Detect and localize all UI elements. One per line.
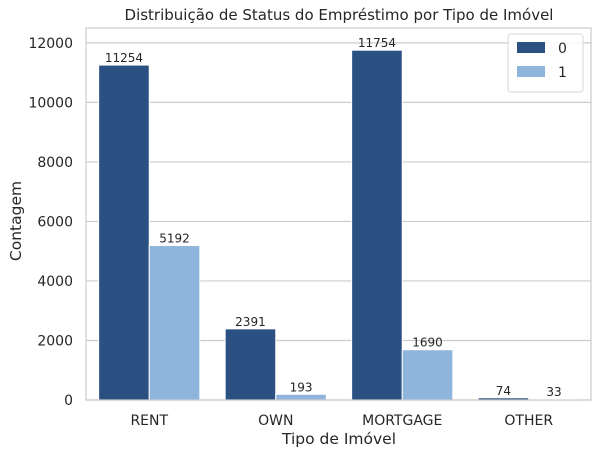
bar-series-1 bbox=[148, 244, 201, 401]
y-tick-label: 8000 bbox=[37, 155, 73, 171]
data-label: 33 bbox=[546, 385, 561, 399]
bar-series-1 bbox=[275, 393, 327, 401]
x-axis-ticks: RENT OWN MORTGAGE OTHER bbox=[130, 413, 553, 429]
x-tick-label: OTHER bbox=[504, 413, 553, 429]
data-label: 11754 bbox=[358, 36, 396, 50]
legend: 01 bbox=[507, 33, 584, 93]
chart-title: Distribuição de Status do Empréstimo por… bbox=[125, 6, 554, 24]
data-labels: 11254 5192 2391 193 11754 1690 74 33 bbox=[105, 36, 562, 399]
y-axis-ticks: 0 2000 4000 6000 8000 10000 12000 bbox=[28, 36, 73, 409]
y-tick-label: 0 bbox=[64, 393, 73, 409]
data-label: 2391 bbox=[235, 315, 266, 329]
y-tick-label: 6000 bbox=[37, 214, 73, 230]
plot-frame bbox=[85, 27, 592, 401]
data-label: 5192 bbox=[159, 231, 190, 245]
data-label: 11254 bbox=[105, 51, 143, 65]
x-tick-label: MORTGAGE bbox=[362, 413, 442, 429]
x-tick-label: OWN bbox=[258, 413, 293, 429]
y-tick-label: 4000 bbox=[37, 274, 73, 290]
bar-series-1 bbox=[401, 349, 454, 401]
data-label: 1690 bbox=[412, 336, 443, 350]
bar-series-0 bbox=[98, 64, 150, 401]
bars bbox=[98, 49, 580, 401]
bar-series-0 bbox=[224, 328, 277, 401]
x-axis-title: Tipo de Imóvel bbox=[281, 430, 396, 448]
y-axis-title: Contagem bbox=[7, 181, 25, 261]
legend-label: 1 bbox=[558, 65, 567, 81]
bar-series-0 bbox=[351, 49, 403, 401]
y-tick-label: 10000 bbox=[28, 95, 73, 111]
data-label: 74 bbox=[496, 384, 511, 398]
data-label: 193 bbox=[290, 380, 313, 394]
y-tick-label: 12000 bbox=[28, 36, 73, 52]
legend-swatch bbox=[517, 66, 545, 77]
y-tick-label: 2000 bbox=[37, 333, 73, 349]
legend-label: 0 bbox=[558, 41, 567, 57]
legend-swatch bbox=[517, 42, 545, 53]
x-tick-label: RENT bbox=[130, 413, 168, 429]
